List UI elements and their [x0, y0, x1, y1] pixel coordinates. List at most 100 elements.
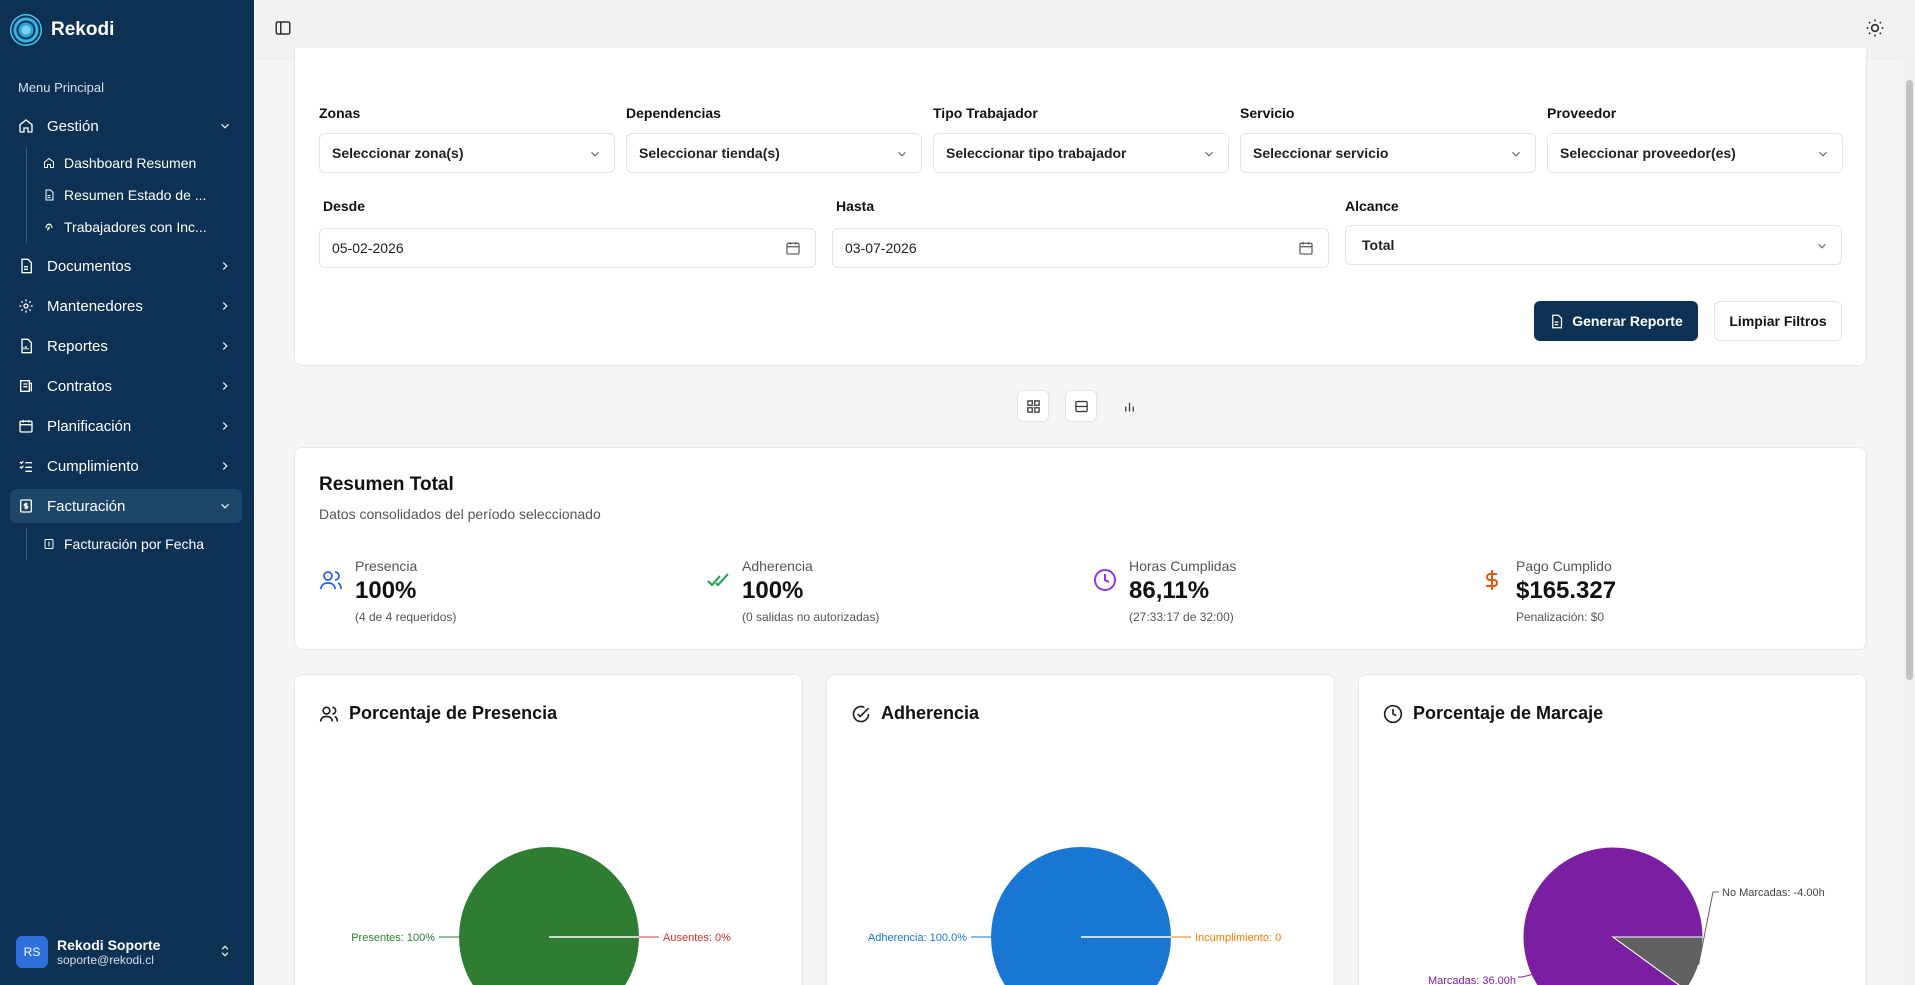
- gear-icon: [18, 298, 34, 314]
- brand[interactable]: Rekodi: [10, 14, 114, 46]
- sidebar-item-facturacion[interactable]: Facturación: [10, 489, 242, 523]
- sun-icon[interactable]: [1865, 18, 1885, 38]
- sidebar-item-mantenedores[interactable]: Mantenedores: [10, 289, 242, 323]
- sidebar-item-label: Cumplimiento: [47, 457, 139, 475]
- sidebar-subitem-resumen-estado[interactable]: Resumen Estado de ...: [27, 179, 217, 211]
- proveedor-label: Proveedor: [1547, 105, 1617, 121]
- clear-filters-button[interactable]: Limpiar Filtros: [1714, 301, 1842, 341]
- sidebar-item-documentos[interactable]: Documentos: [10, 249, 242, 283]
- stat-detail: (27:33:17 de 32:00): [1129, 610, 1234, 624]
- grid-view-button[interactable]: [1017, 390, 1049, 422]
- generate-report-label: Generar Reporte: [1572, 313, 1683, 329]
- pie-label-ausentes: Ausentes: 0%: [663, 932, 731, 944]
- tipo-trabajador-value: Seleccionar tipo trabajador: [946, 145, 1127, 161]
- servicio-value: Seleccionar servicio: [1253, 145, 1389, 161]
- users-icon: [319, 706, 339, 722]
- scroll-thumb[interactable]: [1906, 80, 1913, 680]
- servicio-select[interactable]: Seleccionar servicio: [1240, 133, 1536, 173]
- sidebar-item-gestion[interactable]: Gestión: [10, 109, 242, 143]
- rows-icon: [1074, 400, 1088, 412]
- chevron-down-icon: [1205, 151, 1213, 157]
- summary-title: Resumen Total: [319, 474, 454, 495]
- sidebar-subitem-trabajadores[interactable]: Trabajadores con Inc...: [27, 211, 217, 243]
- sidebar-item-contratos[interactable]: Contratos: [10, 369, 242, 403]
- chevron-down-icon: [221, 503, 229, 509]
- pie-slice-marcadas[interactable]: [1522, 846, 1704, 985]
- tipo-trabajador-select[interactable]: Seleccionar tipo trabajador: [933, 133, 1229, 173]
- calendar-icon: [18, 418, 34, 434]
- sidebar: Rekodi Menu Principal Gestión Dashboard …: [0, 0, 254, 985]
- alcance-label: Alcance: [1345, 198, 1399, 214]
- sidebar-item-planificacion[interactable]: Planificación: [10, 409, 242, 443]
- stat-detail: Penalización: $0: [1516, 610, 1605, 624]
- stat-value: 100%: [355, 577, 417, 604]
- sidebar-item-label: Contratos: [47, 377, 113, 395]
- desde-date-input[interactable]: 05-02-2026: [319, 228, 816, 268]
- scrollbar[interactable]: [1903, 60, 1915, 985]
- user-email: soporte@rekodi.cl: [57, 953, 154, 967]
- sidebar-toggle-icon[interactable]: [274, 19, 292, 37]
- summary-subtitle: Datos consolidados del período seleccion…: [319, 506, 601, 522]
- check-circle-icon: [852, 705, 870, 722]
- chevrons-up-down-icon: [221, 945, 229, 957]
- chevron-down-icon: [1818, 243, 1826, 249]
- chevron-down-icon: [1512, 151, 1520, 157]
- home-icon: [18, 118, 34, 134]
- chevron-down-icon: [221, 123, 229, 129]
- sidebar-item-label: Reportes: [47, 337, 108, 355]
- sidebar-subitem-label: Dashboard Resumen: [64, 155, 197, 171]
- dollar-icon: [1486, 570, 1498, 590]
- stat-label: Presencia: [355, 558, 418, 574]
- user-menu[interactable]: RS Rekodi Soporte soporte@rekodi.cl: [10, 932, 242, 972]
- facturacion-submenu: Facturación por Fecha: [26, 528, 217, 560]
- double-check-icon: [707, 573, 729, 587]
- pie-chart-marcaje: Marcadas: 36.00h No Marcadas: -4.00h: [1428, 846, 1825, 985]
- sidebar-item-reportes[interactable]: Reportes: [10, 329, 242, 363]
- filter-card: Zonas Seleccionar zona(s) Dependencias S…: [294, 48, 1867, 366]
- pie-slice-no-marcadas[interactable]: [1611, 936, 1704, 985]
- desde-label: Desde: [323, 198, 366, 214]
- calendar-icon[interactable]: [785, 240, 801, 256]
- pie-label-incumplimiento: Incumplimiento: 0: [1195, 932, 1281, 944]
- pie-slice-adherencia[interactable]: [991, 847, 1171, 985]
- dependencias-select[interactable]: Seleccionar tienda(s): [626, 133, 922, 173]
- sidebar-subitem-dashboard-resumen[interactable]: Dashboard Resumen: [27, 147, 217, 179]
- generate-report-button[interactable]: Generar Reporte: [1534, 301, 1698, 341]
- hasta-date-input[interactable]: 03-07-2026: [832, 228, 1329, 268]
- tipo-trabajador-label: Tipo Trabajador: [933, 105, 1038, 121]
- zonas-select[interactable]: Seleccionar zona(s): [319, 133, 615, 173]
- chart-card-marcaje: Porcentaje de Marcaje Marcadas: 36.00h No…: [1358, 674, 1867, 985]
- stat-value: $165.327: [1516, 577, 1617, 604]
- checklist-icon: [18, 458, 34, 474]
- pie-label-presentes: Presentes: 100%: [351, 932, 435, 944]
- alcance-select[interactable]: Total: [1345, 225, 1842, 265]
- stat-label: Adherencia: [742, 558, 813, 574]
- avatar: RS: [16, 936, 48, 968]
- pie-label-marcadas: Marcadas: 36.00h: [1428, 975, 1516, 985]
- desde-value: 05-02-2026: [332, 240, 404, 256]
- sidebar-item-cumplimiento[interactable]: Cumplimiento: [10, 449, 242, 483]
- summary-card: Resumen Total Datos consolidados del per…: [294, 447, 1867, 650]
- document-icon: [18, 258, 34, 274]
- calendar-icon[interactable]: [1298, 240, 1314, 256]
- proveedor-select[interactable]: Seleccionar proveedor(es): [1547, 133, 1843, 173]
- rows-view-button[interactable]: [1065, 390, 1097, 422]
- sidebar-item-label: Gestión: [47, 117, 99, 135]
- zonas-value: Seleccionar zona(s): [332, 145, 464, 161]
- chart-title: Porcentaje de Marcaje: [1413, 703, 1604, 723]
- users-icon: [320, 571, 342, 590]
- document-icon: [1552, 314, 1563, 328]
- sidebar-item-label: Facturación: [47, 497, 126, 515]
- pie-slice-presentes[interactable]: [459, 847, 639, 985]
- rekodi-logo-icon: [10, 14, 42, 46]
- chart-view-button[interactable]: [1113, 390, 1145, 422]
- stat-value: 100%: [742, 577, 804, 604]
- stat-label: Horas Cumplidas: [1129, 558, 1237, 574]
- hasta-value: 03-07-2026: [845, 240, 917, 256]
- sidebar-subitem-label: Resumen Estado de ...: [64, 187, 207, 203]
- pie-chart-adherencia: Adherencia: 100.0% Incumplimiento: 0: [868, 847, 1281, 985]
- dependencias-label: Dependencias: [626, 105, 721, 121]
- chevron-right-icon: [222, 422, 228, 430]
- sidebar-subitem-facturacion-fecha[interactable]: Facturación por Fecha: [27, 528, 217, 560]
- menu-title: Menu Principal: [18, 80, 104, 95]
